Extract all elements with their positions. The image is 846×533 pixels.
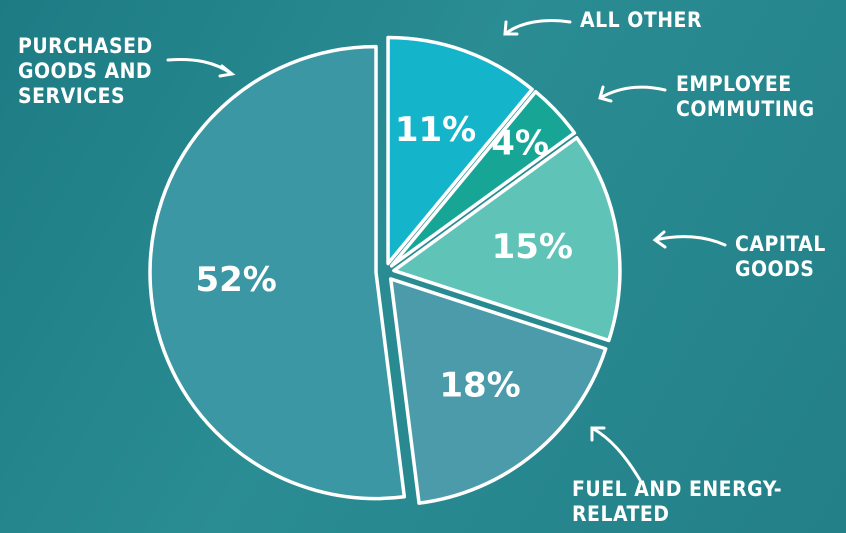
pie-slice [148, 44, 407, 501]
value-label: 52% [195, 260, 276, 300]
arrow [166, 58, 236, 78]
category-label: EMPLOYEE COMMUTING [676, 72, 815, 121]
category-label: ALL OTHER [580, 8, 702, 32]
arrow [652, 230, 727, 249]
pie-slice [389, 89, 577, 268]
value-label: 4% [491, 124, 549, 164]
arrow [590, 426, 642, 482]
category-label: PURCHASED GOODS AND SERVICES [18, 34, 153, 108]
pie-slice [392, 136, 622, 343]
category-label: CAPITAL GOODS [735, 232, 826, 281]
arrow [598, 85, 667, 103]
category-label: FUEL AND ENERGY-RELATED [572, 477, 783, 526]
value-label: 15% [492, 227, 573, 267]
arrow [503, 19, 572, 36]
value-label: 18% [439, 365, 520, 405]
value-label: 11% [395, 110, 476, 150]
pie-slice [388, 277, 608, 505]
pie-slice [386, 35, 534, 266]
arrows [166, 19, 727, 482]
